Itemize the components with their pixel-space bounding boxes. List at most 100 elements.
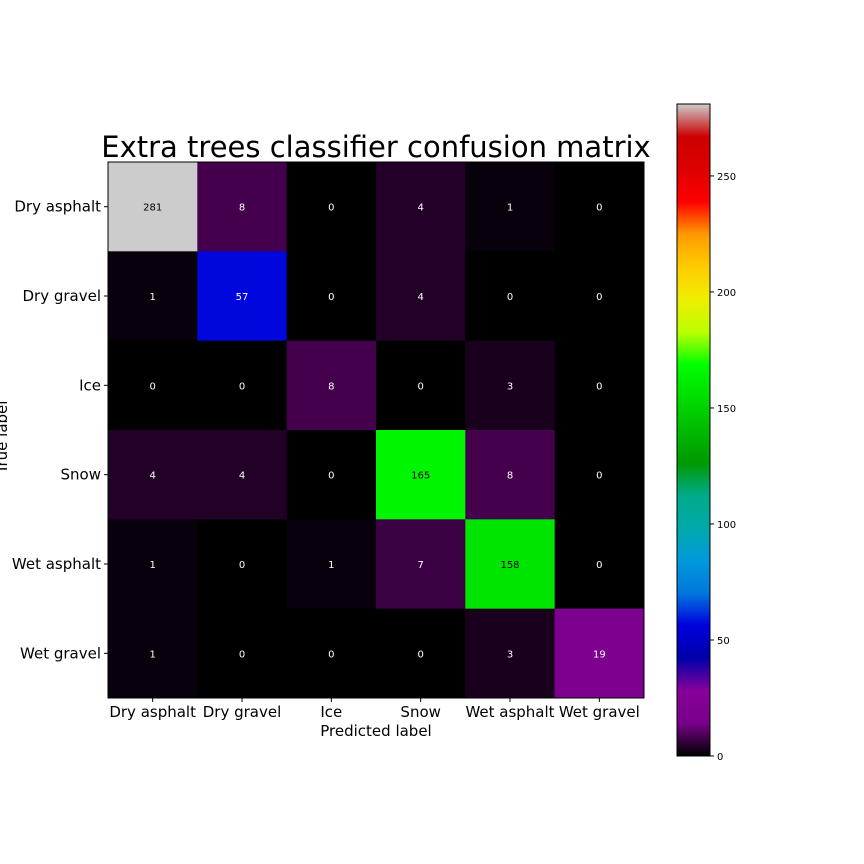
cell-value-label: 0 — [239, 381, 245, 392]
matrix-cell — [197, 340, 288, 431]
x-tick-label: Snow — [400, 703, 440, 721]
cell-value-label: 0 — [596, 381, 602, 392]
cell-value-label: 0 — [328, 649, 334, 660]
cell-value-label: 3 — [507, 649, 513, 660]
cell-value-label: 0 — [596, 471, 602, 482]
matrix-cell — [197, 430, 288, 520]
matrix-cell — [376, 251, 466, 342]
matrix-cell — [286, 340, 377, 431]
matrix-cell — [465, 251, 556, 342]
colorbar-fill — [676, 103, 711, 757]
x-tick-label: Ice — [320, 703, 342, 721]
matrix-cell — [376, 340, 466, 431]
colorbar-tick-label: 0 — [717, 752, 723, 763]
matrix-cell — [108, 340, 198, 431]
cell-value-label: 0 — [149, 381, 155, 392]
matrix-cell — [554, 430, 645, 520]
matrix-cell — [108, 519, 198, 610]
y-tick-labels: Dry asphalt Dry gravel Ice Snow Wet asphalt W… — [12, 198, 108, 662]
x-tick-label: Wet asphalt — [465, 703, 554, 721]
cell-value-label: 4 — [149, 471, 155, 482]
cell-value-label: 0 — [239, 560, 245, 571]
matrix-cell — [197, 251, 288, 342]
cell-value-label: 7 — [417, 560, 423, 571]
y-tick-label: Dry asphalt — [14, 198, 101, 216]
cell-value-label: 1 — [149, 649, 155, 660]
x-tick-labels: Dry asphalt Dry gravel Ice Snow Wet asphalt W… — [109, 698, 640, 721]
y-tick-label: Snow — [61, 466, 101, 484]
cell-value-label: 3 — [507, 381, 513, 392]
x-tick-label: Wet gravel — [559, 703, 640, 721]
colorbar-ticks: 0 50 100 150 200 250 — [710, 172, 736, 763]
cell-value-label: 0 — [417, 649, 423, 660]
matrix-cells — [108, 162, 645, 699]
matrix-cell — [465, 162, 556, 252]
matrix-cell — [108, 608, 198, 699]
cell-value-label: 1 — [149, 560, 155, 571]
matrix-cell — [554, 251, 645, 342]
matrix-cell — [376, 519, 466, 610]
cell-value-label: 158 — [500, 560, 519, 571]
x-axis-label: Predicted label — [320, 722, 431, 740]
cell-value-label: 0 — [596, 560, 602, 571]
x-tick-label: Dry asphalt — [109, 703, 196, 721]
matrix-cell — [465, 340, 556, 431]
cell-value-label: 0 — [328, 292, 334, 303]
colorbar-tick-label: 50 — [717, 636, 730, 647]
y-tick-label: Wet asphalt — [12, 555, 101, 573]
colorbar-tick-label: 100 — [717, 520, 736, 531]
cell-value-label: 1 — [507, 203, 513, 214]
y-tick-label: Wet gravel — [20, 644, 101, 662]
matrix-cell — [376, 608, 466, 699]
cell-value-label: 4 — [417, 203, 423, 214]
plot-frame — [107, 161, 645, 699]
chart-title: Extra trees classifier confusion matrix — [101, 130, 650, 164]
matrix-cell — [286, 519, 377, 610]
x-tick-label: Dry gravel — [203, 703, 282, 721]
cell-value-label: 0 — [328, 203, 334, 214]
cell-value-label: 8 — [507, 471, 513, 482]
colorbar: 0 50 100 150 200 250 — [676, 103, 736, 763]
matrix-cell — [376, 162, 466, 252]
colorbar-tick-label: 250 — [717, 172, 736, 183]
cell-value-label: 8 — [328, 381, 334, 392]
matrix-cell — [197, 519, 288, 610]
y-axis-label: True label — [0, 401, 11, 475]
cell-value-label: 4 — [417, 292, 423, 303]
colorbar-tick-label: 200 — [717, 288, 736, 299]
matrix-cell — [465, 430, 556, 520]
cell-value-label: 8 — [239, 203, 245, 214]
matrix-cell — [108, 162, 198, 252]
cell-value-label: 1 — [149, 292, 155, 303]
matrix-cell — [286, 430, 377, 520]
matrix-cell — [197, 608, 288, 699]
matrix-cell — [554, 519, 645, 610]
cell-value-label: 0 — [507, 292, 513, 303]
matrix-cell — [286, 608, 377, 699]
matrix-cell — [554, 608, 645, 699]
matrix-cell — [108, 251, 198, 342]
y-tick-label: Ice — [79, 376, 101, 394]
matrix-cell — [286, 162, 377, 252]
y-tick-label: Dry gravel — [22, 287, 101, 305]
matrix-cell — [465, 608, 556, 699]
matrix-cell — [286, 251, 377, 342]
matrix-cell — [108, 430, 198, 520]
cell-value-label: 0 — [328, 471, 334, 482]
cell-value-label: 0 — [596, 292, 602, 303]
cell-value-label: 19 — [593, 649, 606, 660]
cell-value-label: 281 — [143, 203, 162, 214]
matrix-cell — [465, 519, 556, 610]
matrix-cell — [554, 340, 645, 431]
colorbar-tick-label: 150 — [717, 404, 736, 415]
cell-value-label: 0 — [417, 381, 423, 392]
cell-value-label: 0 — [239, 649, 245, 660]
matrix-cell — [197, 162, 288, 252]
cell-value-label: 57 — [236, 292, 249, 303]
matrix-cell — [554, 162, 645, 252]
cell-value-label: 4 — [239, 471, 245, 482]
cell-value-label: 165 — [411, 471, 430, 482]
matrix-cell — [376, 430, 466, 520]
cell-value-label: 1 — [328, 560, 334, 571]
